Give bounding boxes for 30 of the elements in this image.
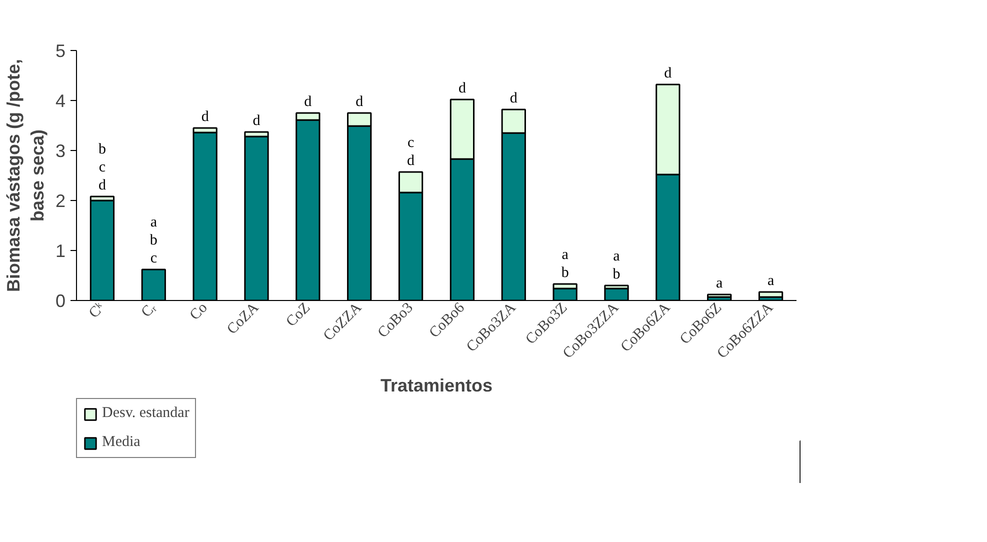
x-axis-title: Tratamientos [380, 375, 493, 396]
x-tick-label: Cᵏ [86, 300, 108, 322]
annotation: bcd [98, 142, 106, 194]
annotation: d [664, 66, 672, 82]
x-tick-label: Co [187, 300, 211, 324]
bar [758, 291, 784, 298]
y-tick-label: 0 [55, 291, 66, 311]
annotation: d [201, 109, 210, 125]
annotation: ab [612, 248, 620, 282]
y-tick-label: 2 [55, 191, 66, 211]
annotation: a [716, 276, 724, 292]
annotation: ab [561, 247, 569, 281]
annotation: abc [150, 214, 158, 266]
legend-label: Desv. estandar [102, 405, 190, 422]
annotation: d [510, 90, 518, 106]
annotation: cd [407, 135, 416, 169]
annotation: d [458, 80, 466, 96]
y-axis-title: Biomasa vástagos (g /pote, base seca) [3, 58, 48, 292]
x-tick-label: Cᵣ [138, 299, 160, 321]
y-tick-label: 5 [55, 41, 66, 61]
x-tick-label: CoZ [283, 300, 314, 330]
annotation: d [356, 94, 364, 110]
annotation: d [304, 94, 312, 110]
bar [707, 294, 732, 298]
y-tick-label: 4 [55, 91, 66, 111]
annotation: d [252, 113, 261, 129]
y-tick-label: 3 [55, 141, 66, 161]
annotation: a [767, 273, 774, 289]
legend-label: Media [102, 434, 140, 451]
y-tick-label: 1 [55, 241, 66, 261]
